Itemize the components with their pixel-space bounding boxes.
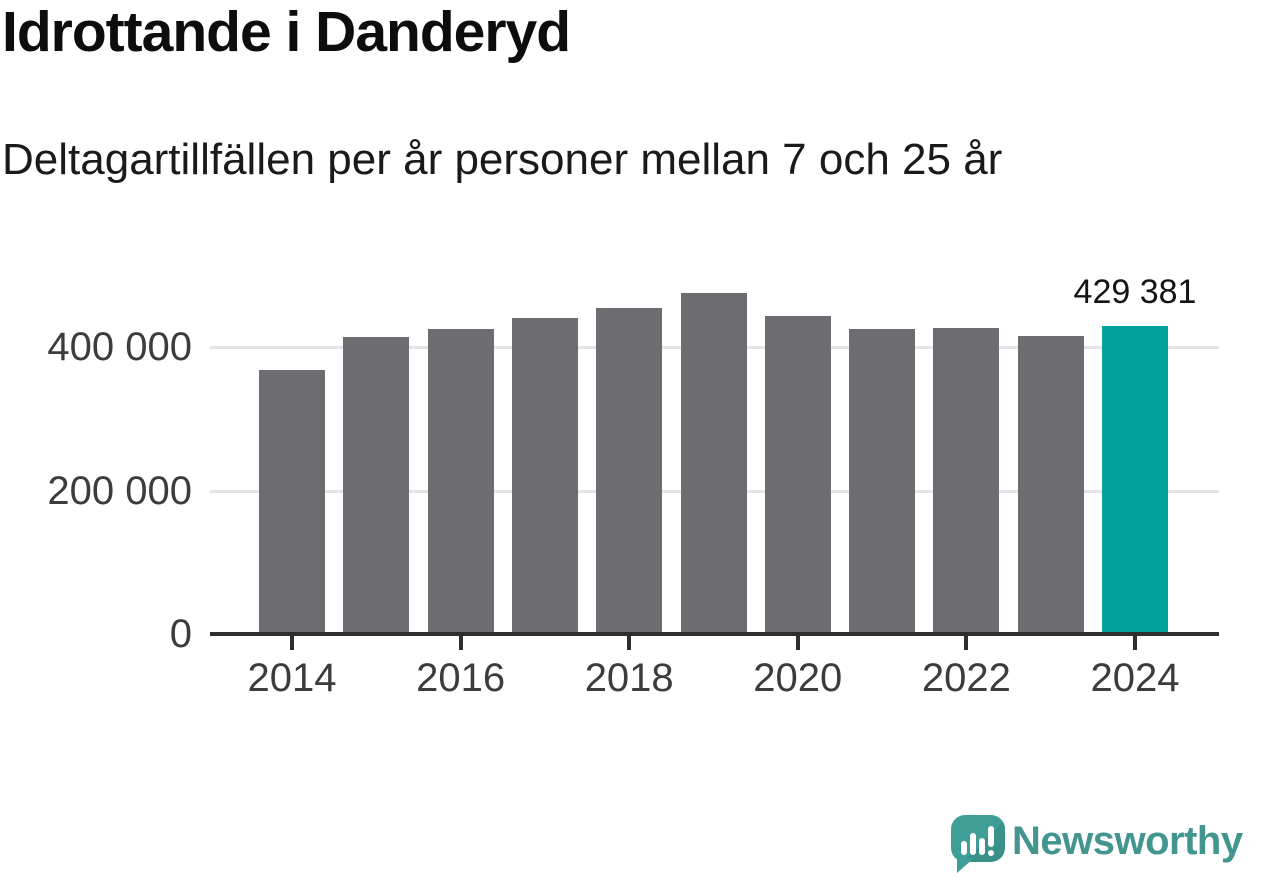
- x-axis-tick-label: 2020: [753, 656, 843, 700]
- x-axis-tick: [1133, 636, 1137, 650]
- bar-2015: [343, 337, 409, 634]
- x-axis-tick: [627, 636, 632, 650]
- y-axis-tick-label: 0: [169, 612, 192, 656]
- x-axis-tick: [964, 636, 969, 650]
- x-axis-tick-label: 2022: [921, 656, 1011, 700]
- x-axis-tick-label: 2016: [416, 656, 506, 700]
- y-axis-tick-label: 200 000: [47, 468, 192, 513]
- bar-2024: [1102, 326, 1168, 634]
- bar-2020: [765, 316, 831, 634]
- chart-title: Idrottande i Danderyd: [2, 0, 571, 64]
- bar-2018: [596, 308, 662, 634]
- x-axis-line: [210, 632, 1219, 636]
- x-axis-tick-label: 2024: [1090, 656, 1180, 700]
- bar-2021: [849, 329, 915, 634]
- bar-2023: [1018, 336, 1084, 634]
- bar-2022: [933, 328, 999, 634]
- x-axis-tick-label: 2014: [247, 656, 337, 700]
- bar-2014: [259, 370, 325, 634]
- x-axis-tick: [290, 636, 294, 650]
- bar-2017: [512, 318, 578, 634]
- x-axis-tick-label: 2018: [584, 656, 674, 700]
- bar-2019: [681, 293, 747, 634]
- bar-2016: [428, 329, 494, 634]
- y-axis-tick-label: 400 000: [47, 325, 192, 369]
- x-axis-tick: [795, 636, 800, 650]
- value-label: 429 381: [1073, 273, 1197, 311]
- chart-subtitle: Deltagartillfällen per år personer mella…: [2, 135, 1003, 184]
- x-axis-tick: [458, 636, 463, 650]
